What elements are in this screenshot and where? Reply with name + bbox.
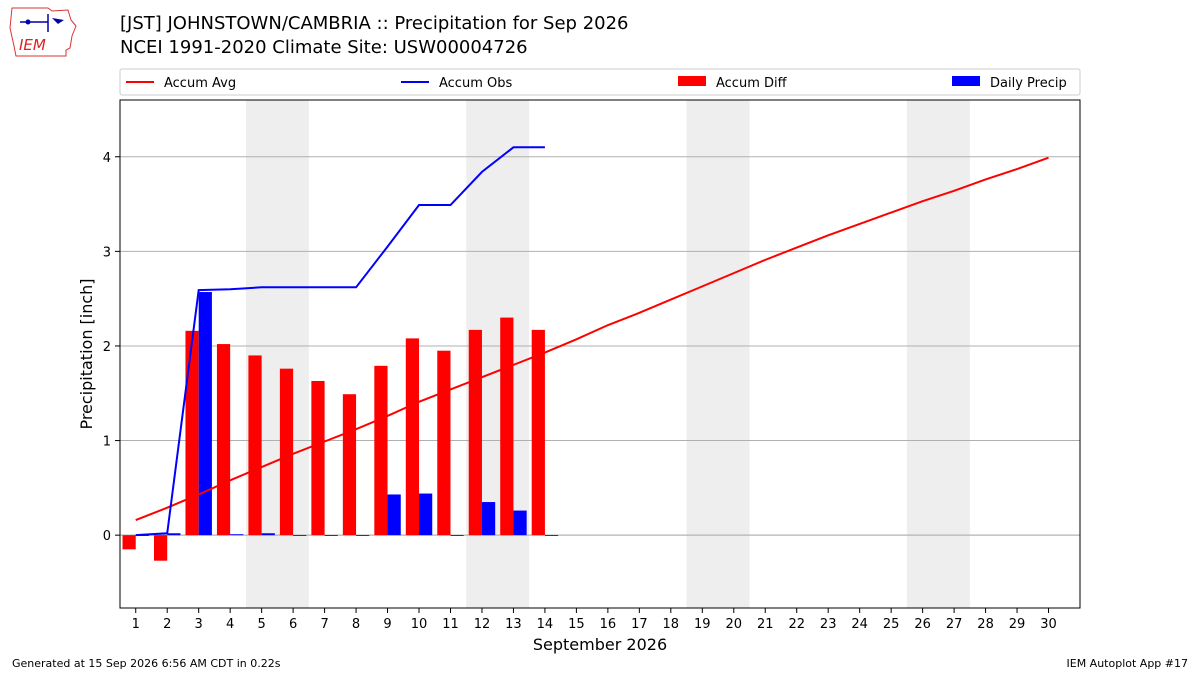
x-tick-label: 14	[537, 617, 554, 632]
x-tick-label: 5	[257, 617, 265, 632]
x-tick-label: 3	[195, 617, 203, 632]
x-tick-label: 19	[694, 617, 711, 632]
legend-label: Daily Precip	[990, 76, 1067, 91]
x-tick-label: 12	[474, 617, 491, 632]
daily-precip-bar	[450, 535, 464, 536]
x-tick-label: 24	[851, 617, 868, 632]
x-tick-label: 6	[289, 617, 297, 632]
y-tick-label: 2	[103, 340, 111, 355]
y-tick-label: 3	[103, 245, 111, 260]
daily-precip-bar	[356, 535, 370, 536]
daily-precip-bar	[513, 510, 527, 536]
accum-diff-bar	[153, 535, 168, 561]
x-tick-label: 26	[914, 617, 931, 632]
x-tick-label: 21	[757, 617, 774, 632]
x-tick-label: 23	[820, 617, 837, 632]
daily-precip-bar	[324, 535, 338, 536]
legend-box	[119, 68, 1081, 96]
x-tick-label: 29	[1009, 617, 1026, 632]
accum-diff-bar	[279, 368, 294, 536]
y-axis-label: Precipitation [inch]	[77, 278, 96, 429]
legend-label: Accum Avg	[164, 76, 236, 91]
weekend-band	[906, 100, 970, 608]
x-tick-label: 13	[505, 617, 522, 632]
x-tick-label: 4	[226, 617, 234, 632]
accum-diff-bar	[468, 329, 482, 536]
accum-diff-bar	[374, 365, 388, 536]
x-tick-label: 28	[977, 617, 994, 632]
x-tick-label: 8	[352, 617, 360, 632]
accum-diff-bar	[500, 317, 514, 536]
accum-diff-bar	[248, 355, 262, 536]
weekend-band	[686, 100, 750, 608]
daily-precip-bar	[481, 502, 496, 536]
accum-diff-bar	[342, 394, 357, 536]
x-axis-label: September 2026	[533, 635, 667, 654]
x-tick-label: 2	[163, 617, 171, 632]
x-tick-label: 7	[320, 617, 328, 632]
x-tick-label: 20	[725, 617, 742, 632]
accum-diff-bar	[216, 344, 231, 536]
x-tick-label: 10	[411, 617, 428, 632]
app-label: IEM Autoplot App #17	[1066, 657, 1189, 670]
chart-title: [JST] JOHNSTOWN/CAMBRIA :: Precipitation…	[120, 13, 629, 34]
accum-avg-line	[135, 156, 1049, 521]
x-tick-label: 27	[946, 617, 963, 632]
legend-swatch	[952, 76, 980, 86]
x-tick-label: 30	[1040, 617, 1057, 632]
x-tick-label: 11	[442, 617, 459, 632]
daily-precip-bar	[544, 535, 559, 536]
daily-precip-bar	[230, 534, 244, 536]
daily-precip-bar	[198, 292, 212, 536]
x-tick-label: 25	[883, 617, 900, 632]
bars	[122, 292, 559, 561]
lines	[135, 146, 1049, 537]
x-tick-label: 9	[383, 617, 391, 632]
generated-timestamp: Generated at 15 Sep 2026 6:56 AM CDT in …	[12, 657, 281, 670]
daily-precip-bar	[387, 494, 401, 536]
legend-label: Accum Diff	[716, 76, 788, 91]
logo-text: IEM	[19, 36, 46, 54]
x-tick-label: 22	[788, 617, 805, 632]
y-tick-label: 1	[103, 435, 111, 450]
x-tick-label: 18	[663, 617, 680, 632]
accum-diff-bar	[437, 350, 451, 536]
accum-diff-bar	[122, 535, 136, 550]
legend-swatch	[678, 76, 706, 86]
y-tick-label: 4	[103, 151, 111, 166]
accum-diff-bar	[311, 380, 325, 536]
x-tick-label: 17	[631, 617, 648, 632]
daily-precip-bar	[419, 493, 433, 536]
daily-precip-bar	[261, 533, 275, 536]
legend: Accum Avg Accum Obs Accum Diff Daily Precip	[119, 68, 1081, 96]
accum-obs-line	[135, 146, 545, 537]
iem-logo: IEM	[9, 7, 77, 57]
chart-subtitle: NCEI 1991-2020 Climate Site: USW00004726	[120, 37, 528, 58]
legend-label: Accum Obs	[439, 76, 512, 91]
accum-diff-bar	[405, 338, 420, 536]
x-tick-label: 16	[600, 617, 617, 632]
accum-diff-bar	[531, 329, 545, 536]
x-tick-label: 1	[132, 617, 140, 632]
daily-precip-bar	[167, 533, 181, 536]
daily-precip-bar	[293, 535, 307, 536]
x-tick-label: 15	[568, 617, 585, 632]
plot-frame	[119, 99, 1081, 609]
accum-diff-bar	[185, 330, 199, 536]
y-tick-label: 0	[103, 529, 111, 544]
